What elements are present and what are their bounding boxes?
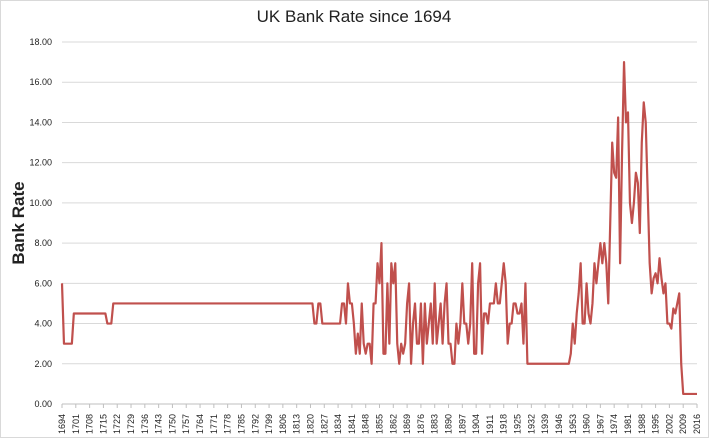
y-tick-label: 8.00 <box>34 238 52 248</box>
x-tick-label: 1904 <box>471 414 481 434</box>
x-tick-label: 1785 <box>236 414 246 434</box>
x-tick-label: 1841 <box>347 414 357 434</box>
chart-title: UK Bank Rate since 1694 <box>257 7 452 26</box>
y-tick-label: 6.00 <box>34 278 52 288</box>
x-tick-label: 1799 <box>264 414 274 434</box>
x-tick-label: 1960 <box>582 414 592 434</box>
x-tick-label: 1918 <box>499 414 509 434</box>
x-tick-label: 1834 <box>333 414 343 434</box>
y-tick-label: 10.00 <box>29 198 52 208</box>
x-tick-label: 1792 <box>250 414 260 434</box>
x-tick-label: 1911 <box>485 415 495 434</box>
y-axis-label: Bank Rate <box>9 181 28 264</box>
data-line <box>60 61 697 396</box>
x-tick-label: 1806 <box>278 414 288 434</box>
x-tick-label: 1974 <box>609 414 619 434</box>
x-tick-label: 1862 <box>388 414 398 434</box>
x-tick-label: 2002 <box>664 414 674 434</box>
x-tick-label: 1708 <box>85 414 95 434</box>
x-tick-label: 1883 <box>430 414 440 434</box>
x-tick-label: 1757 <box>181 414 191 434</box>
x-tick-label: 1722 <box>112 414 122 434</box>
x-tick-label: 1988 <box>637 414 647 434</box>
x-tick-label: 1890 <box>444 414 454 434</box>
y-tick-label: 14.00 <box>29 117 52 127</box>
x-tick-label: 1743 <box>154 414 164 434</box>
x-tick-label: 1827 <box>319 414 329 434</box>
x-tick-label: 1764 <box>195 414 205 434</box>
x-tick-label: 1967 <box>595 414 605 434</box>
x-tick-label: 1855 <box>375 414 385 434</box>
x-tick-label: 1869 <box>402 414 412 434</box>
x-tick-label: 1946 <box>554 414 564 434</box>
x-tick-label: 1694 <box>57 414 67 434</box>
y-tick-label: 12.00 <box>29 158 52 168</box>
x-tick-label: 1953 <box>568 414 578 434</box>
y-tick-label: 4.00 <box>34 319 52 329</box>
x-tick-label: 1736 <box>140 414 150 434</box>
x-tick-label: 1995 <box>651 414 661 434</box>
x-tick-label: 2009 <box>678 414 688 434</box>
x-tick-label: 1715 <box>98 414 108 434</box>
x-tick-label: 1750 <box>167 414 177 434</box>
x-tick-label: 1778 <box>223 414 233 434</box>
x-tick-label: 1820 <box>305 414 315 434</box>
y-tick-label: 0.00 <box>34 399 52 409</box>
x-tick-label: 1729 <box>126 414 136 434</box>
x-tick-label: 1771 <box>209 414 219 434</box>
x-tick-label: 1897 <box>457 414 467 434</box>
y-tick-label: 18.00 <box>29 37 52 47</box>
x-tick-label: 1932 <box>526 414 536 434</box>
x-tick-label: 1939 <box>540 414 550 434</box>
x-tick-label: 1876 <box>416 414 426 434</box>
x-tick-label: 1848 <box>361 414 371 434</box>
x-tick-label: 1701 <box>71 414 81 434</box>
y-tick-label: 16.00 <box>29 77 52 87</box>
y-tick-label: 2.00 <box>34 359 52 369</box>
x-tick-label: 1813 <box>292 414 302 434</box>
x-tick-label: 2016 <box>692 414 702 434</box>
x-tick-label: 1925 <box>513 414 523 434</box>
x-tick-label: 1981 <box>623 414 633 434</box>
